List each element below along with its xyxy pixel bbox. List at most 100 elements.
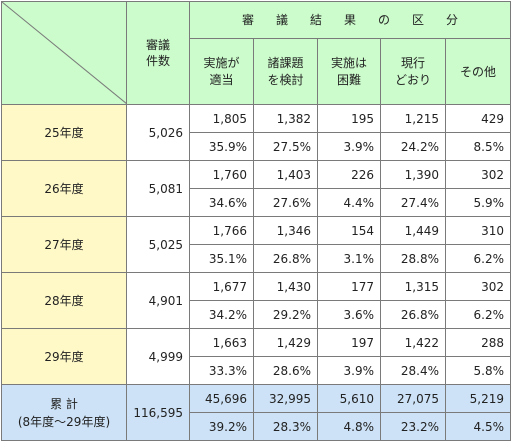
year-percent-row: 34.6% 27.6% 4.4% 27.4% 5.9% xyxy=(2,188,511,217)
category-header-3-line-1: どおり xyxy=(394,72,431,87)
year-count-row: 26年度 5,081 1,760 1,403 226 1,390 302 xyxy=(1,160,511,217)
year-percent-row: 33.3% 28.6% 3.9% 28.4% 5.8% xyxy=(2,356,511,385)
year-count-row: 29年度 4,999 1,663 1,429 197 1,422 288 xyxy=(1,328,511,385)
count-cell: 1,805 xyxy=(189,104,254,133)
category-header-row: 実施が 適当 諸課題 を検討 実施は 困難 現行 どおり その他 xyxy=(2,38,511,105)
percent-cell: 26.8% xyxy=(380,300,446,329)
percent-cell: 8.5% xyxy=(445,132,511,161)
count-cell: 1,430 xyxy=(253,272,318,301)
category-header-0-line-0: 実施が xyxy=(203,56,240,71)
percent-cell: 29.2% xyxy=(253,300,318,329)
total-label-line-2: (8年度～29年度) xyxy=(17,414,111,429)
percent-cell: 27.6% xyxy=(253,188,318,217)
percent-cell: 28.4% xyxy=(380,356,446,385)
cases-header-line-2: 件数 xyxy=(145,54,170,68)
count-cell: 1,403 xyxy=(253,160,318,189)
category-header-1-line-1: を検討 xyxy=(267,72,304,87)
percent-cell: 28.6% xyxy=(253,356,318,385)
percent-cell: 27.5% xyxy=(253,132,318,161)
count-cell: 226 xyxy=(317,160,381,189)
year-label: 28年度 xyxy=(1,272,127,329)
percent-cell: 3.6% xyxy=(317,300,381,329)
category-header-1-line-0: 諸課題 xyxy=(267,56,304,71)
percent-cell: 35.1% xyxy=(189,244,254,273)
total-percent-row: 39.2% 28.3% 4.8% 23.2% 4.5% xyxy=(2,412,511,441)
year-percent-row: 35.1% 26.8% 3.1% 28.8% 6.2% xyxy=(2,244,511,273)
category-header-4: その他 xyxy=(445,38,511,105)
category-header-3-line-0: 現行 xyxy=(400,56,425,71)
count-cell: 288 xyxy=(445,328,511,357)
total-count-row: 累 計 (8年度～29年度) 116,595 45,696 32,995 5,610 27,… xyxy=(1,384,511,441)
total-cases: 116,595 xyxy=(126,384,190,441)
percent-cell: 4.5% xyxy=(445,412,511,441)
results-header-label: 審議結果の区分 xyxy=(241,13,480,28)
cases-count: 5,025 xyxy=(126,216,190,273)
count-cell: 1,677 xyxy=(189,272,254,301)
percent-cell: 6.2% xyxy=(445,300,511,329)
count-cell: 5,219 xyxy=(445,384,511,413)
percent-cell: 28.8% xyxy=(380,244,446,273)
count-cell: 1,215 xyxy=(380,104,446,133)
results-header: 審議結果の区分 xyxy=(189,0,511,40)
category-header-1: 諸課題 を検討 xyxy=(253,38,318,105)
cases-count: 4,901 xyxy=(126,272,190,329)
year-label: 25年度 xyxy=(1,104,127,161)
count-cell: 1,663 xyxy=(189,328,254,357)
count-cell: 1,766 xyxy=(189,216,254,245)
percent-cell: 6.2% xyxy=(445,244,511,273)
category-header-4-line-0: その他 xyxy=(459,64,496,79)
count-cell: 5,610 xyxy=(317,384,381,413)
cases-count: 5,081 xyxy=(126,160,190,217)
total-label-line-1: 累 計 xyxy=(50,396,78,411)
count-cell: 1,422 xyxy=(380,328,446,357)
year-count-row: 27年度 5,025 1,766 1,346 154 1,449 310 xyxy=(1,216,511,273)
count-cell: 1,429 xyxy=(253,328,318,357)
category-header-0: 実施が 適当 xyxy=(189,38,254,105)
count-cell: 177 xyxy=(317,272,381,301)
count-cell: 429 xyxy=(445,104,511,133)
year-label: 26年度 xyxy=(1,160,127,217)
percent-cell: 4.8% xyxy=(317,412,381,441)
total-label: 累 計 (8年度～29年度) xyxy=(1,384,127,441)
percent-cell: 34.2% xyxy=(189,300,254,329)
percent-cell: 23.2% xyxy=(380,412,446,441)
count-cell: 1,346 xyxy=(253,216,318,245)
category-header-3: 現行 どおり xyxy=(380,38,446,105)
percent-cell: 27.4% xyxy=(380,188,446,217)
count-cell: 195 xyxy=(317,104,381,133)
count-cell: 302 xyxy=(445,160,511,189)
percent-cell: 5.9% xyxy=(445,188,511,217)
percent-cell: 28.3% xyxy=(253,412,318,441)
percent-cell: 26.8% xyxy=(253,244,318,273)
count-cell: 1,382 xyxy=(253,104,318,133)
count-cell: 197 xyxy=(317,328,381,357)
count-cell: 27,075 xyxy=(380,384,446,413)
percent-cell: 33.3% xyxy=(189,356,254,385)
cases-count: 5,026 xyxy=(126,104,190,161)
year-percent-row: 35.9% 27.5% 3.9% 24.2% 8.5% xyxy=(2,132,511,161)
diagonal-line xyxy=(2,2,126,104)
percent-cell: 3.1% xyxy=(317,244,381,273)
category-header-2: 実施は 困難 xyxy=(317,38,381,105)
count-cell: 1,390 xyxy=(380,160,446,189)
count-cell: 310 xyxy=(445,216,511,245)
percent-cell: 4.4% xyxy=(317,188,381,217)
count-cell: 1,760 xyxy=(189,160,254,189)
year-label: 29年度 xyxy=(1,328,127,385)
percent-cell: 35.9% xyxy=(189,132,254,161)
count-cell: 154 xyxy=(317,216,381,245)
cases-header-line-1: 審議 xyxy=(145,37,170,52)
count-cell: 302 xyxy=(445,272,511,301)
percent-cell: 24.2% xyxy=(380,132,446,161)
count-cell: 45,696 xyxy=(189,384,254,413)
year-count-row: 25年度 5,026 1,805 1,382 195 1,215 429 xyxy=(1,104,511,161)
category-header-0-line-1: 適当 xyxy=(209,72,234,87)
cases-count: 4,999 xyxy=(126,328,190,385)
percent-cell: 34.6% xyxy=(189,188,254,217)
count-cell: 32,995 xyxy=(253,384,318,413)
year-count-row: 28年度 4,901 1,677 1,430 177 1,315 302 xyxy=(1,272,511,329)
year-label: 27年度 xyxy=(1,216,127,273)
percent-cell: 5.8% xyxy=(445,356,511,385)
category-header-2-line-1: 困難 xyxy=(336,72,361,87)
